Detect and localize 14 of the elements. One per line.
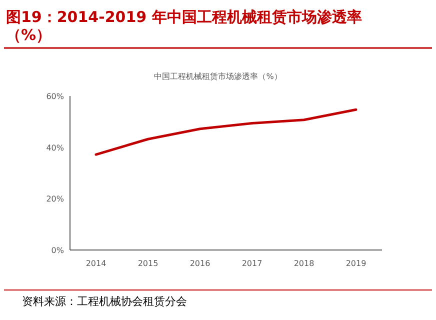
x-tick-label: 2017 bbox=[242, 259, 262, 268]
x-tick-label: 2019 bbox=[346, 259, 366, 268]
x-tick-label: 2015 bbox=[138, 259, 158, 268]
y-tick-label: 20% bbox=[46, 194, 64, 204]
x-tick-label: 2016 bbox=[190, 259, 210, 268]
y-tick-label: 60% bbox=[46, 92, 64, 101]
y-tick-label: 0% bbox=[51, 246, 64, 255]
line-series bbox=[94, 108, 358, 156]
chart-title: 图19：2014-2019 年中国工程机械租赁市场渗透率（%） bbox=[6, 8, 362, 44]
text: 资料来源：工程机械协会租赁分会 bbox=[22, 295, 187, 308]
y-tick-label: 40% bbox=[46, 143, 64, 152]
chart-subtitle: 中国工程机械租赁市场渗透率（%） bbox=[154, 72, 282, 81]
x-tick-label: 2014 bbox=[86, 259, 106, 268]
x-tick-label: 2018 bbox=[294, 259, 314, 268]
